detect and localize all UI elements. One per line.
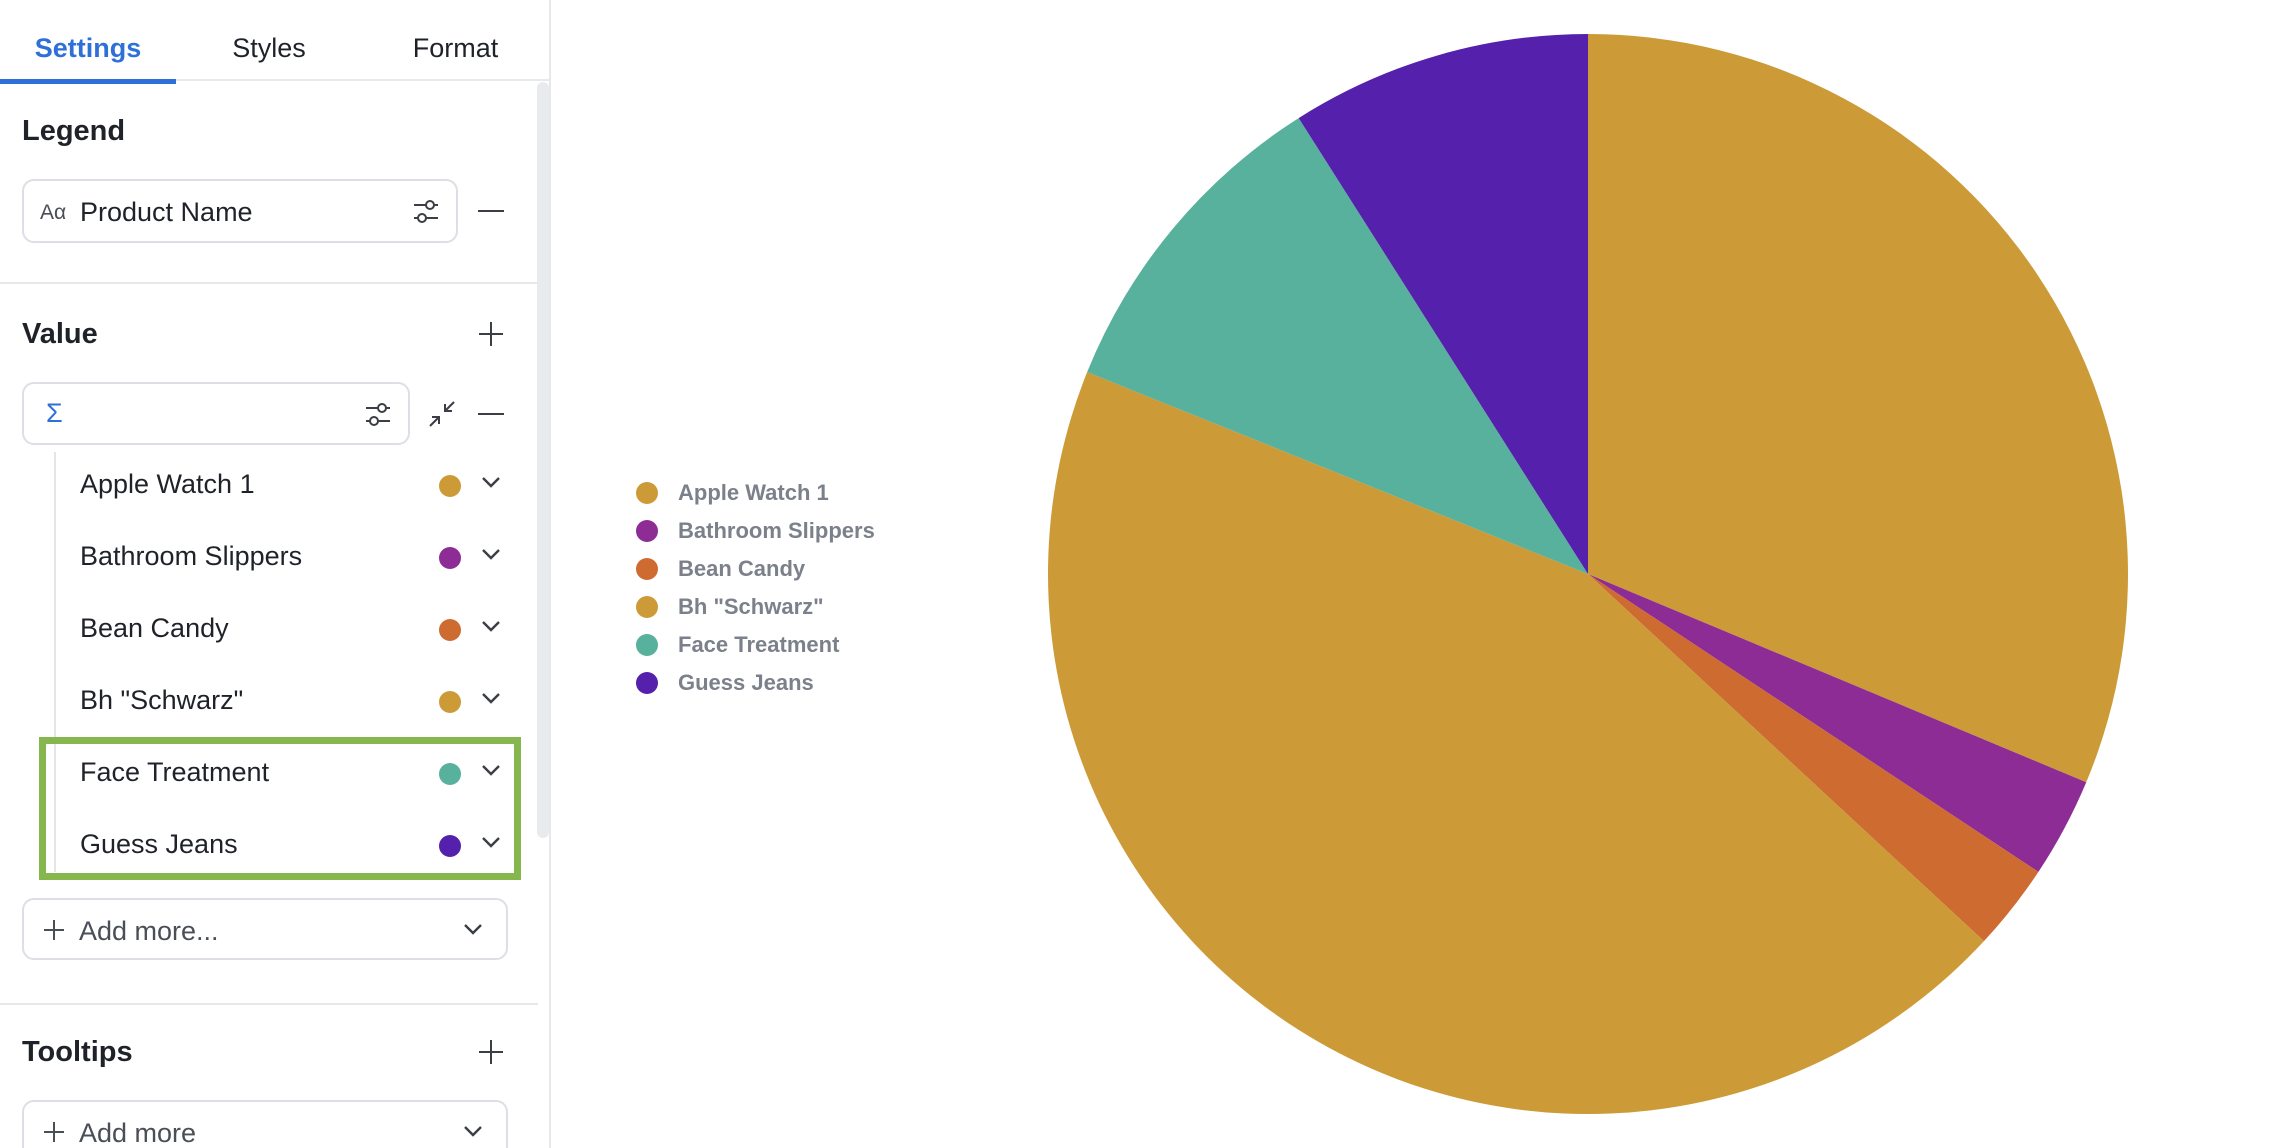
series-row-bh-schwarz[interactable]: Bh "Schwarz"	[56, 665, 526, 737]
tab-styles[interactable]: Styles	[232, 33, 306, 63]
plus-icon	[479, 1040, 503, 1064]
legend-swatch	[636, 596, 658, 618]
series-color-dot[interactable]	[439, 691, 461, 713]
value-field[interactable]: Σ	[22, 382, 410, 445]
series-name: Apple Watch 1	[80, 469, 255, 499]
series-name: Guess Jeans	[80, 829, 238, 859]
chevron-down-icon	[464, 1126, 482, 1137]
panel-scrollbar[interactable]	[537, 82, 549, 838]
series-row-face-treatment[interactable]: Face Treatment	[56, 737, 526, 809]
legend-field[interactable]: Aα Product Name	[22, 179, 458, 243]
plus-icon	[44, 920, 64, 940]
remove-value-button[interactable]	[478, 401, 504, 427]
text-type-icon: Aα	[40, 201, 67, 224]
series-tree-line	[54, 452, 56, 872]
add-more-label: Add more...	[79, 916, 219, 946]
series-color-dot[interactable]	[439, 475, 461, 497]
add-more-label: Add more	[79, 1118, 197, 1148]
sigma-icon: Σ	[46, 398, 63, 428]
series-color-dot[interactable]	[439, 619, 461, 641]
chart-canvas	[553, 0, 2278, 1148]
section-divider	[0, 282, 538, 284]
value-section-title: Value	[22, 318, 98, 350]
series-name: Bathroom Slippers	[80, 541, 303, 571]
legend-label: Bh "Schwarz"	[678, 594, 824, 619]
series-name: Bh "Schwarz"	[80, 685, 244, 715]
pie-slice-apple-watch-1[interactable]	[1588, 34, 2128, 783]
series-row-apple-watch-1[interactable]: Apple Watch 1	[56, 449, 526, 521]
add-more-tooltip-dropdown[interactable]: Add more	[22, 1100, 508, 1148]
chevron-down-icon[interactable]	[476, 827, 506, 857]
legend-swatch	[636, 634, 658, 656]
legend-label: Guess Jeans	[678, 670, 814, 695]
remove-legend-button[interactable]	[478, 198, 504, 224]
legend-field-label: Product Name	[80, 197, 253, 227]
series-color-dot[interactable]	[439, 547, 461, 569]
tab-format[interactable]: Format	[412, 33, 499, 63]
selection-highlight	[39, 737, 521, 880]
series-row-bean-candy[interactable]: Bean Candy	[56, 593, 526, 665]
panel-tabs: Settings Styles Format	[0, 0, 549, 84]
series-name: Face Treatment	[80, 757, 270, 787]
series-color-dot[interactable]	[439, 835, 461, 857]
pie-slice-guess-jeans[interactable]	[1298, 34, 1588, 574]
legend-swatch	[636, 672, 658, 694]
plus-icon	[44, 1122, 64, 1142]
settings-panel: Settings Styles Format Legend Aα Product…	[0, 0, 551, 1148]
legend-swatch	[636, 558, 658, 580]
legend-label: Bathroom Slippers	[678, 518, 875, 543]
pie-slice-bean-candy[interactable]	[1588, 574, 2039, 942]
field-settings-icon[interactable]	[364, 402, 392, 428]
series-row-guess-jeans[interactable]: Guess Jeans	[56, 809, 526, 881]
chevron-down-icon[interactable]	[476, 467, 506, 497]
chevron-down-icon[interactable]	[476, 755, 506, 785]
section-divider	[0, 1003, 538, 1005]
pie-slice-bathroom-slippers[interactable]	[1588, 574, 2087, 872]
add-tooltip-button[interactable]	[478, 1039, 504, 1065]
series-row-bathroom-slippers[interactable]: Bathroom Slippers	[56, 521, 526, 593]
plus-icon	[479, 322, 503, 346]
legend-section-title: Legend	[22, 115, 126, 147]
pie-chart	[1048, 34, 2128, 1114]
chevron-down-icon[interactable]	[476, 611, 506, 641]
pie-slice-face-treatment[interactable]	[1087, 118, 1588, 574]
series-color-dot[interactable]	[439, 763, 461, 785]
minus-icon	[478, 413, 504, 415]
tab-settings[interactable]: Settings	[0, 0, 176, 84]
chevron-down-icon[interactable]	[476, 683, 506, 713]
collapse-icon[interactable]	[428, 400, 456, 428]
field-settings-icon[interactable]	[412, 199, 440, 225]
add-value-button[interactable]	[478, 321, 504, 347]
legend-swatch	[636, 520, 658, 542]
chevron-down-icon	[464, 924, 482, 935]
legend-label: Apple Watch 1	[678, 480, 829, 505]
legend-label: Face Treatment	[678, 632, 840, 657]
chevron-down-icon[interactable]	[476, 539, 506, 569]
add-more-value-dropdown[interactable]: Add more...	[22, 898, 508, 960]
pie-slice-bh-schwarz[interactable]	[1048, 372, 1984, 1114]
tooltips-section-title: Tooltips	[22, 1036, 133, 1068]
legend-label: Bean Candy	[678, 556, 806, 581]
legend-swatch	[636, 482, 658, 504]
minus-icon	[478, 210, 504, 212]
series-name: Bean Candy	[80, 613, 229, 643]
